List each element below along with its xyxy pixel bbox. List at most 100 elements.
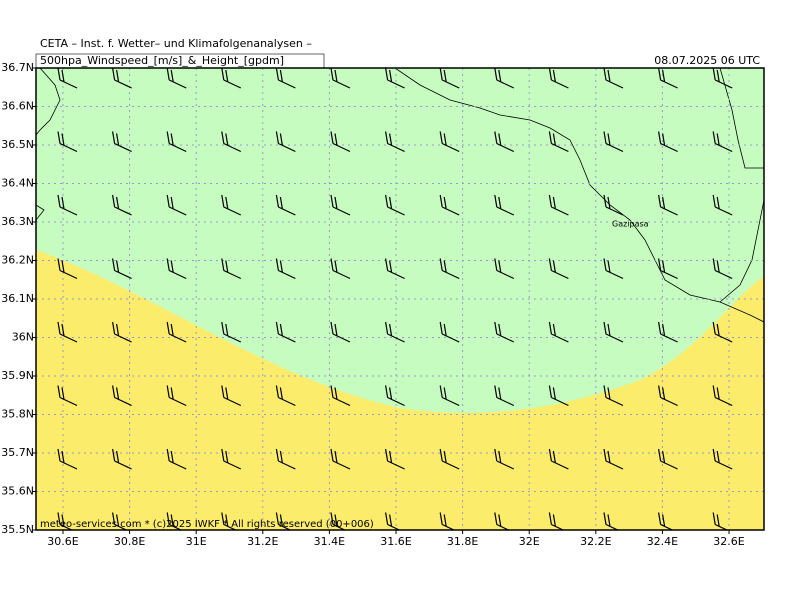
- wind-barb: [330, 448, 351, 470]
- wind-barb: [494, 385, 515, 407]
- wind-barb: [221, 512, 237, 530]
- wind-barb: [57, 194, 78, 216]
- wind-barb: [221, 68, 242, 89]
- barb-shape: [603, 385, 624, 407]
- barb-shape: [712, 68, 733, 89]
- wind-barb: [494, 194, 515, 216]
- barb-shape: [494, 448, 515, 470]
- wind-barb: [112, 385, 132, 407]
- barb-shape: [494, 68, 515, 89]
- wind-barb: [712, 258, 733, 280]
- wind-barb: [658, 68, 678, 89]
- wind-barb: [275, 68, 296, 89]
- wind-barb: [712, 194, 733, 216]
- barb-shape: [166, 194, 187, 216]
- wind-barb: [57, 258, 78, 280]
- wind-barb: [548, 512, 565, 530]
- wind-barb: [658, 194, 678, 216]
- barb-shape: [221, 194, 242, 216]
- barb-shape: [385, 131, 405, 153]
- y-tick-label: 35.7N: [1, 446, 34, 459]
- barb-shape: [712, 194, 733, 216]
- wind-barb: [275, 512, 292, 530]
- wind-barb: [221, 321, 242, 343]
- barb-shape: [112, 321, 132, 343]
- barb-shape: [712, 321, 733, 343]
- wind-barb: [166, 385, 187, 407]
- wind-barb: [275, 448, 296, 470]
- barb-shape: [439, 385, 460, 407]
- wind-barb: [330, 194, 351, 216]
- barb-shape: [57, 194, 78, 216]
- x-tick-label: 30.6E: [47, 535, 78, 548]
- barb-shape: [221, 321, 242, 343]
- wind-barb: [166, 68, 187, 89]
- y-tick-label: 35.9N: [1, 369, 34, 382]
- barb-shape: [548, 321, 569, 343]
- barb-shape: [330, 321, 351, 343]
- wind-barb: [548, 321, 569, 343]
- wind-barbs: [57, 68, 733, 530]
- wind-barb: [658, 321, 678, 343]
- wind-barb: [494, 131, 515, 153]
- barb-shape: [712, 131, 733, 153]
- wind-barb: [712, 131, 733, 153]
- wind-barb: [221, 448, 242, 470]
- wind-barb: [112, 512, 128, 530]
- wind-barb: [658, 512, 674, 530]
- barb-shape: [712, 512, 729, 530]
- barb-shape: [385, 68, 405, 89]
- barb-shape: [439, 258, 460, 280]
- barb-shape: [221, 448, 242, 470]
- barb-shape: [330, 194, 351, 216]
- barb-shape: [603, 258, 624, 280]
- y-tick-label: 36N: [12, 331, 34, 344]
- barb-shape: [330, 512, 347, 530]
- wind-barb: [658, 258, 678, 280]
- wind-barb: [385, 194, 405, 216]
- y-tick-label: 35.5N: [1, 523, 34, 536]
- wind-barb: [439, 68, 460, 89]
- barb-shape: [330, 448, 351, 470]
- y-tick-label: 35.6N: [1, 485, 34, 498]
- barb-shape: [57, 258, 78, 280]
- barb-shape: [494, 258, 515, 280]
- x-tick-label: 31.2E: [247, 535, 278, 548]
- barb-shape: [439, 321, 460, 343]
- wind-barb: [166, 131, 187, 153]
- wind-barb: [548, 385, 569, 407]
- barb-shape: [439, 512, 456, 530]
- barb-shape: [112, 385, 132, 407]
- barb-shape: [658, 512, 674, 530]
- wind-barb: [275, 385, 296, 407]
- barb-shape: [658, 321, 678, 343]
- barb-shape: [385, 385, 405, 407]
- wind-barb: [112, 321, 132, 343]
- barb-shape: [603, 194, 624, 216]
- wind-barb: [275, 258, 296, 280]
- wind-barb: [603, 321, 624, 343]
- barb-shape: [57, 385, 78, 407]
- barb-shape: [275, 194, 296, 216]
- barb-shape: [112, 448, 132, 470]
- place-label: Gazipasa: [612, 220, 649, 229]
- wind-barb: [712, 448, 733, 470]
- y-tick-label: 36.2N: [1, 254, 34, 267]
- barb-shape: [275, 68, 296, 89]
- header-title: CETA – Inst. f. Wetter– und Klimafolgena…: [40, 37, 312, 50]
- wind-barb: [330, 258, 351, 280]
- barb-shape: [330, 68, 351, 89]
- barb-shape: [494, 512, 510, 530]
- wind-barb: [494, 258, 515, 280]
- wind-barb: [57, 512, 74, 530]
- barb-shape: [112, 68, 132, 89]
- barb-shape: [658, 258, 678, 280]
- wind-barb: [494, 68, 515, 89]
- wind-barb: [221, 194, 242, 216]
- barb-shape: [494, 131, 515, 153]
- x-tick-label: 32E: [519, 535, 540, 548]
- wind-barb: [166, 512, 183, 530]
- wind-barb: [439, 448, 460, 470]
- wind-barb: [221, 131, 242, 153]
